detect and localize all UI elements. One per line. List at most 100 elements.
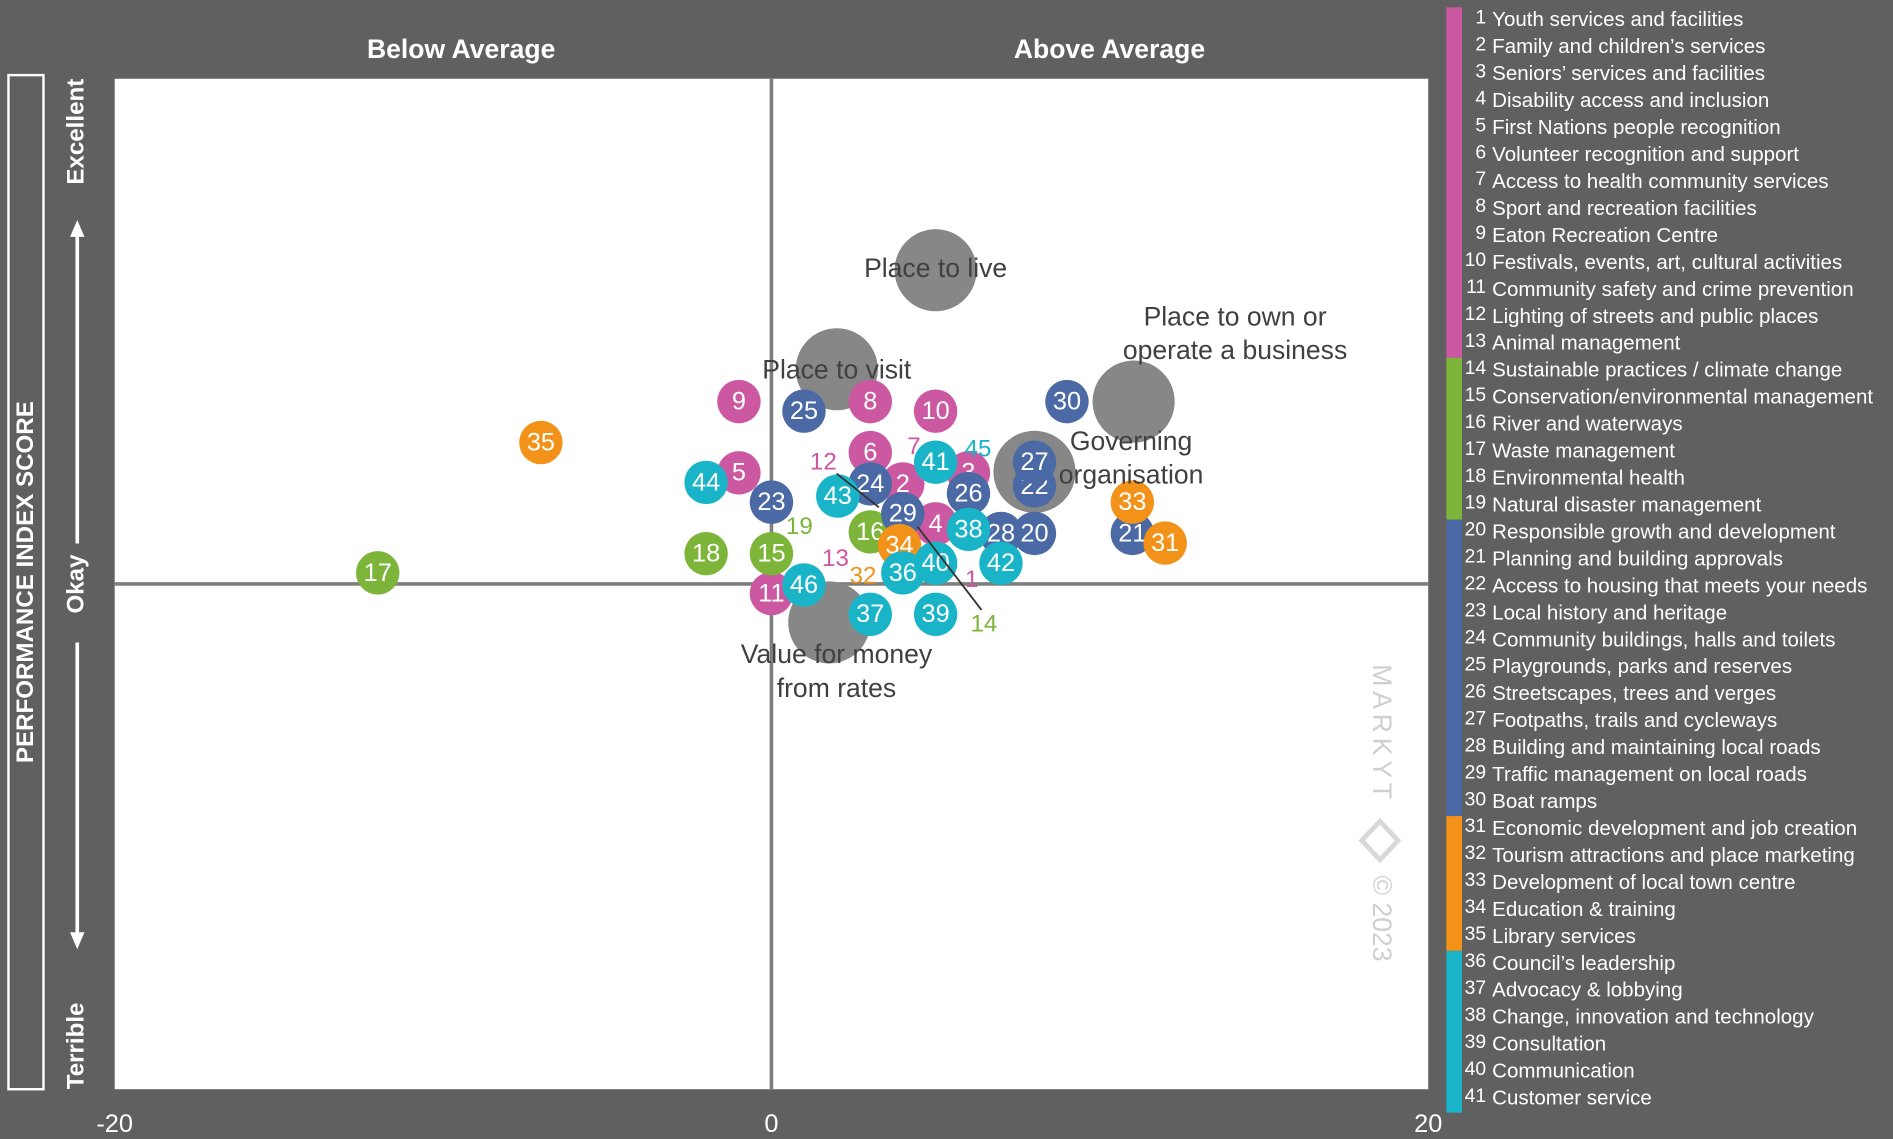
bubble: [782, 563, 826, 607]
bubble: [749, 480, 794, 524]
point-label: 32: [850, 562, 877, 589]
overall-label: Place to live: [864, 253, 1007, 283]
legend-label: Playgrounds, parks and reserves: [1492, 655, 1792, 678]
legend-number: 20: [1465, 520, 1486, 541]
legend-label: Natural disaster management: [1492, 493, 1761, 516]
legend-label: Seniors’ services and facilities: [1492, 62, 1765, 85]
legend-number: 30: [1465, 789, 1486, 810]
bubble-label: 23: [757, 488, 785, 516]
bubble-label: 43: [824, 482, 852, 510]
bubble-label: 29: [889, 500, 917, 528]
bubble-label: 15: [757, 540, 785, 568]
bubble-label: 26: [954, 479, 982, 507]
legend-label: Access to housing that meets your needs: [1492, 574, 1867, 597]
bubble: [684, 460, 728, 505]
bubble-label: 4: [929, 510, 943, 538]
bubble: [881, 551, 925, 595]
legend-number: 39: [1465, 1032, 1486, 1053]
leader: [916, 526, 983, 611]
legend-number: 4: [1475, 88, 1486, 109]
legend-color-bar: [1446, 519, 1463, 817]
legend-label: Traffic management on local roads: [1492, 763, 1807, 786]
legend-number: 13: [1465, 331, 1486, 352]
bubble-label: 11: [758, 579, 784, 607]
legend-label: Volunteer recognition and support: [1492, 143, 1799, 166]
legend-label: Footpaths, trails and cycleways: [1492, 709, 1777, 732]
bubble-label: 27: [1020, 448, 1048, 476]
legend-label: Planning and building approvals: [1492, 547, 1783, 570]
watermark-logo: [1358, 817, 1402, 864]
legend-label: Community safety and crime prevention: [1492, 278, 1853, 301]
legend-label: Eaton Recreation Centre: [1492, 224, 1718, 247]
bubble-label: 17: [364, 559, 392, 587]
legend-label: Family and children’s services: [1492, 35, 1765, 58]
legend-number: 10: [1465, 250, 1486, 271]
bubble: [749, 571, 794, 616]
legend-number: 15: [1465, 385, 1486, 406]
leader: [836, 472, 880, 509]
bubble-label: 39: [922, 600, 950, 628]
y-tick-label: Okay: [63, 554, 90, 614]
legend-number: 14: [1465, 358, 1487, 379]
bubble: [355, 551, 400, 595]
legend-label: Change, innovation and technology: [1492, 1006, 1814, 1029]
legend-number: 8: [1475, 196, 1486, 217]
legend-number: 26: [1465, 681, 1486, 702]
legend-number: 2: [1475, 34, 1486, 55]
header: Below Average: [367, 34, 555, 64]
legend-label: Tourism attractions and place marketing: [1492, 844, 1855, 867]
legend-label: Development of local town centre: [1492, 871, 1795, 894]
legend-label: Waste management: [1492, 440, 1675, 463]
bubble-label: 20: [1020, 519, 1048, 547]
overall-bubble: [1092, 360, 1175, 443]
legend-number: 27: [1465, 708, 1486, 729]
legend-label: Conservation/environmental management: [1492, 386, 1873, 409]
legend-label: Festivals, events, art, cultural activit…: [1492, 251, 1842, 274]
legend-label: Sustainable practices / climate change: [1492, 359, 1842, 382]
bubble-label: 33: [1118, 488, 1146, 516]
legend-number: 25: [1465, 654, 1486, 675]
legend-label: Sport and recreation facilities: [1492, 197, 1757, 220]
bubble: [913, 389, 958, 433]
bubble: [782, 389, 826, 433]
legend-label: River and waterways: [1492, 413, 1682, 436]
bubble-label: 37: [856, 600, 884, 628]
point-label: 1: [965, 566, 978, 593]
bubble: [881, 462, 925, 506]
overall-label: Place to visit: [762, 355, 912, 385]
bubble-label: 41: [922, 448, 950, 476]
legend-number: 1: [1475, 7, 1486, 28]
legend-label: Council’s leadership: [1492, 952, 1675, 975]
legend-number: 12: [1465, 304, 1486, 325]
legend-color-bar: [1446, 7, 1463, 358]
arrow-head: [70, 932, 85, 950]
legend-label: Local history and heritage: [1492, 601, 1727, 624]
overall-label: Place to own or: [1144, 301, 1327, 331]
legend-number: 28: [1465, 735, 1486, 756]
point-label: 13: [822, 545, 849, 572]
point-label: 19: [786, 513, 813, 540]
legend-number: 36: [1465, 951, 1486, 972]
point-label: 45: [965, 435, 992, 462]
legend-number: 34: [1465, 897, 1487, 918]
bubble: [913, 592, 958, 637]
legend-label: Animal management: [1492, 332, 1680, 355]
x-tick-label: 0: [764, 1110, 778, 1138]
bubble-label: 9: [732, 388, 746, 416]
bubble: [816, 474, 860, 518]
bubble-label: 30: [1053, 388, 1081, 416]
legend-number: 16: [1465, 412, 1486, 433]
legend-label: Customer service: [1492, 1087, 1652, 1110]
legend-number: 11: [1466, 277, 1486, 298]
legend-number: 24: [1465, 628, 1487, 649]
bubble-label: 6: [863, 439, 877, 467]
bubble: [1045, 379, 1089, 424]
bubble: [848, 430, 893, 475]
bubble-label: 25: [790, 397, 818, 425]
bubble: [1110, 480, 1155, 524]
legend-label: Disability access and inclusion: [1492, 89, 1769, 112]
overall-label: operate a business: [1123, 335, 1347, 365]
bubble-label: 35: [527, 428, 555, 456]
watermark-text: © 2023: [1367, 876, 1397, 962]
